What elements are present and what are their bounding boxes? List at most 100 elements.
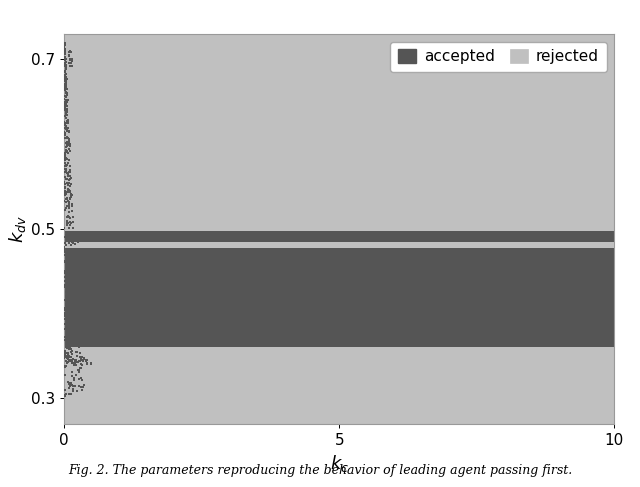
Point (68, 255, 79, 263)
Point (65, 327, 76, 335)
Point (70, 240, 81, 247)
Point (67, 379, 77, 387)
Point (60, 39, 70, 47)
Point (61, 62, 71, 70)
Point (60, 82, 70, 90)
Point (75, 364, 85, 372)
Point (67, 202, 77, 210)
Point (63, 140, 73, 148)
Point (68, 329, 79, 337)
Point (77, 376, 88, 384)
Point (60, 77, 70, 85)
Point (65, 346, 75, 354)
Point (67, 254, 77, 262)
Point (60, 72, 70, 79)
Point (63, 354, 74, 361)
Point (70, 372, 81, 379)
Text: Fig. 2. The parameters reproducing the behavior of leading agent passing first.: Fig. 2. The parameters reproducing the b… (68, 464, 572, 477)
Point (60, 154, 70, 162)
Point (74, 375, 84, 383)
Point (68, 313, 78, 321)
Point (74, 368, 84, 375)
Point (60, 343, 70, 351)
Point (65, 279, 76, 287)
Point (63, 357, 74, 365)
Point (61, 315, 71, 323)
Point (60, 386, 70, 394)
Point (65, 248, 75, 256)
Point (61, 77, 72, 85)
Point (63, 212, 74, 220)
Point (60, 103, 70, 111)
Point (61, 274, 71, 281)
Point (62, 85, 72, 93)
Point (78, 309, 88, 317)
Point (65, 194, 75, 202)
Point (65, 245, 75, 253)
Point (67, 347, 77, 355)
Point (61, 279, 72, 287)
Point (60, 92, 70, 100)
Point (62, 196, 72, 204)
Point (61, 107, 71, 115)
Point (60, 59, 70, 67)
Point (59, 283, 69, 291)
Point (72, 349, 82, 356)
Point (66, 348, 76, 356)
Point (67, 280, 77, 287)
Point (67, 62, 77, 70)
Point (61, 100, 71, 108)
Point (76, 355, 86, 363)
Point (81, 302, 91, 310)
Point (74, 357, 84, 365)
Point (61, 228, 71, 236)
Point (64, 156, 74, 164)
Point (59, 246, 69, 254)
Point (60, 197, 70, 205)
Point (62, 219, 72, 226)
Point (61, 179, 72, 187)
Point (67, 230, 77, 238)
Point (65, 244, 76, 252)
Point (61, 105, 72, 112)
Point (71, 361, 81, 369)
Point (67, 190, 77, 198)
Point (69, 336, 79, 344)
Point (60, 101, 70, 109)
Point (65, 62, 75, 70)
Point (64, 303, 74, 311)
Point (77, 361, 87, 369)
Point (69, 374, 79, 381)
Point (72, 269, 83, 277)
Point (62, 194, 72, 202)
Point (60, 86, 70, 94)
Point (60, 156, 70, 164)
Point (68, 305, 79, 313)
Point (65, 344, 75, 352)
Point (61, 354, 72, 362)
Point (63, 239, 74, 246)
Point (63, 129, 74, 136)
Point (63, 128, 73, 135)
Point (76, 383, 86, 391)
Point (63, 117, 73, 125)
Point (61, 138, 72, 146)
Point (76, 310, 86, 318)
Point (62, 202, 72, 210)
Point (61, 125, 71, 132)
Point (63, 125, 73, 132)
Point (61, 114, 71, 122)
Point (60, 68, 70, 75)
Point (60, 70, 70, 77)
Point (60, 251, 70, 259)
Point (63, 275, 74, 282)
Point (66, 254, 76, 262)
Point (62, 111, 72, 119)
Point (60, 102, 70, 110)
Point (68, 317, 78, 324)
Point (78, 357, 88, 365)
Point (60, 93, 70, 100)
Point (65, 218, 75, 226)
Point (65, 214, 75, 222)
Point (63, 150, 74, 157)
